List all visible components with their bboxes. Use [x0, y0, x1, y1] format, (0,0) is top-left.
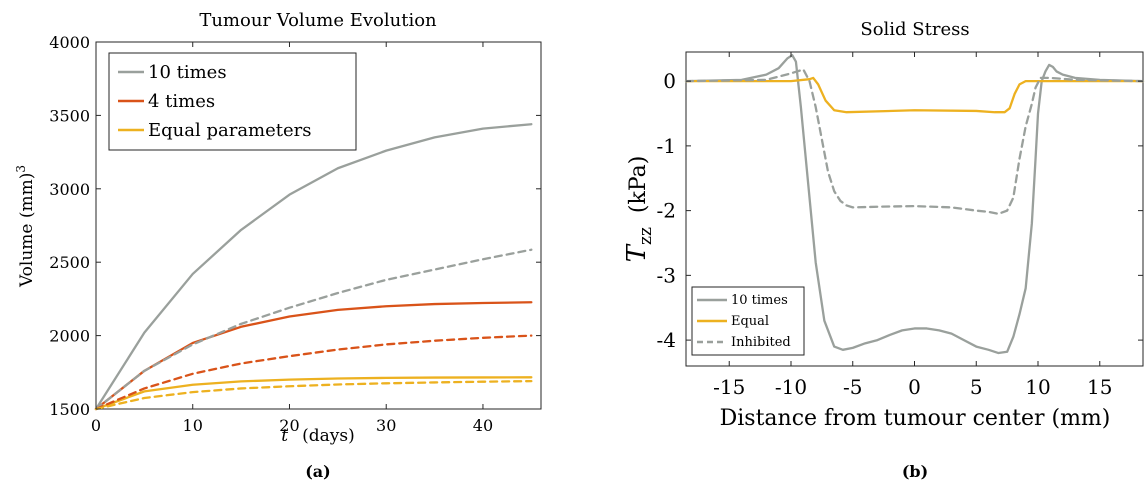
chart-b-y-label: Tzz (kPa) — [622, 156, 656, 263]
chart-b-y-label-sub: zz — [636, 227, 656, 245]
chart-b-ticks: -15 -10 -5 0 5 10 15 0 -1 -2 -3 -4 — [657, 52, 1143, 399]
chart-a-x-tick-label: 10 — [183, 416, 203, 435]
chart-a-legend: 10 times 4 times Equal parameters — [108, 52, 357, 151]
caption-a: (a) — [305, 462, 331, 481]
chart-a-x-tick-label: 40 — [473, 416, 493, 435]
chart-a-y-label-sup: 3 — [14, 165, 28, 173]
caption-b: (b) — [902, 462, 928, 481]
chart-b-x-tick-label: 0 — [908, 375, 921, 399]
legend-label-equal-parameters: Equal parameters — [148, 120, 312, 141]
legend-label-10-times-b: 10 times — [731, 293, 788, 308]
chart-b-y-tick-label: -1 — [657, 134, 676, 158]
chart-b-line-equal — [684, 76, 1145, 114]
chart-a-title: Tumour Volume Evolution — [199, 10, 437, 31]
chart-a-x-tick-label: 30 — [376, 416, 396, 435]
chart-b-y-tick-label: -2 — [657, 199, 676, 223]
chart-b-y-tick-label: 0 — [663, 69, 676, 93]
chart-a-line-series-5-dashed — [94, 379, 533, 411]
legend-label-inhibited: Inhibited — [731, 335, 791, 350]
chart-a-series-group — [94, 123, 533, 411]
chart-b-x-tick-label: 5 — [970, 375, 983, 399]
chart-a-line-series-3-dashed — [94, 248, 533, 411]
chart-b-x-label: Distance from tumour center (mm) — [720, 406, 1111, 431]
chart-b-title: Solid Stress — [860, 19, 969, 40]
chart-a-y-label: Volume (mm)3 — [14, 165, 37, 288]
chart-a-line-equal-parameters — [94, 376, 533, 411]
chart-a-ticks: 0 10 20 30 40 1500 2000 2500 3000 3500 4000 — [49, 33, 541, 435]
chart-a-y-tick-label: 2000 — [49, 327, 90, 346]
chart-b-x-tick-label: 10 — [1025, 375, 1050, 399]
legend-label-4-times: 4 times — [148, 91, 215, 112]
chart-b-x-tick-label: -5 — [843, 375, 862, 399]
chart-b-x-tick-label: -10 — [775, 375, 807, 399]
chart-b-y-label-symbol: T — [622, 243, 652, 262]
chart-a-y-label-text: Volume (mm) — [17, 173, 37, 288]
panel-a: Tumour Volume Evolution 0 10 20 30 40 1500 200… — [14, 10, 542, 481]
chart-b-y-tick-label: -4 — [657, 328, 676, 352]
chart-a-legend-box — [108, 52, 357, 151]
chart-a-line-10-times — [94, 123, 533, 411]
chart-b-x-tick-label: -15 — [713, 375, 745, 399]
chart-a-line-4-times — [94, 301, 533, 411]
panel-b: Solid Stress -15 -10 -5 0 5 10 15 0 -1 -2 -3 -4 10 … — [622, 19, 1145, 481]
chart-a-x-label-symbol: t — [281, 426, 288, 446]
chart-a-y-tick-label: 2500 — [49, 253, 90, 272]
chart-b-line-10-times — [684, 54, 1145, 355]
chart-a-line-series-4-dashed — [94, 334, 533, 411]
chart-a-y-tick-label: 3500 — [49, 106, 90, 125]
chart-b-legend: 10 times Equal Inhibited — [691, 286, 805, 356]
chart-b-line-inhibited-dashed — [684, 68, 1145, 216]
chart-b-series-group — [684, 54, 1145, 355]
chart-b-y-tick-label: -3 — [657, 263, 676, 287]
legend-label-equal: Equal — [731, 314, 769, 329]
chart-b-x-tick-label: 15 — [1087, 375, 1112, 399]
chart-a-plot-frame — [95, 41, 542, 410]
chart-a-x-label-unit: (days) — [302, 426, 355, 446]
chart-a-x-tick-label: 20 — [279, 416, 299, 435]
chart-a-x-label: t (days) — [281, 426, 354, 446]
legend-label-10-times: 10 times — [148, 62, 227, 83]
chart-a-x-tick-label: 0 — [91, 416, 101, 435]
chart-b-y-label-unit: (kPa) — [626, 156, 651, 213]
chart-a-y-tick-label: 3000 — [49, 180, 90, 199]
chart-a-y-tick-label: 1500 — [49, 400, 90, 419]
chart-a-y-tick-label: 4000 — [49, 33, 90, 52]
